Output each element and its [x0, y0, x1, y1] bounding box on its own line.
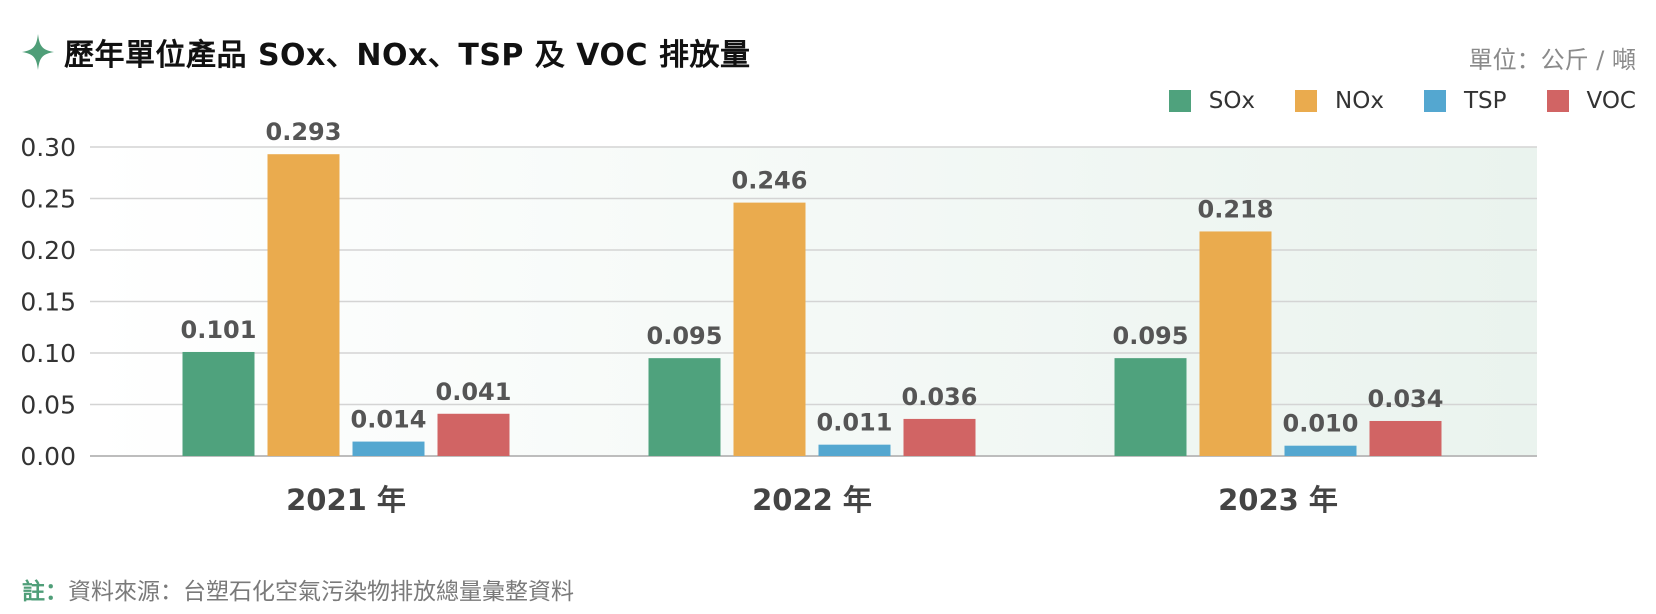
chart-legend: SOx NOx TSP VOC — [1129, 88, 1636, 114]
data-label: 0.218 — [1198, 195, 1274, 223]
legend-label: SOx — [1208, 88, 1256, 114]
legend-item-nox: NOx — [1295, 88, 1384, 114]
four-point-star-icon — [22, 34, 54, 70]
y-tick-label: 0.05 — [20, 391, 76, 420]
bar-tsp — [352, 441, 425, 456]
bar-tsp — [818, 444, 891, 456]
legend-swatch — [1168, 90, 1191, 112]
bar-sox — [648, 358, 721, 456]
y-tick-label: 0.20 — [20, 236, 76, 265]
bar-voc — [437, 413, 510, 456]
data-label: 0.095 — [1113, 322, 1189, 350]
legend-item-sox: SOx — [1168, 88, 1256, 114]
footnote-text: 資料來源：台塑石化空氣污染物排放總量彙整資料 — [68, 579, 574, 605]
legend-swatch — [1423, 90, 1446, 112]
legend-swatch — [1546, 90, 1569, 112]
x-tick-label: 2021 年 — [286, 483, 406, 517]
y-tick-label: 0.25 — [20, 185, 76, 214]
y-tick-label: 0.10 — [20, 339, 76, 368]
bar-sox — [1114, 358, 1187, 456]
y-tick-label: 0.30 — [20, 133, 76, 162]
data-label: 0.246 — [732, 167, 808, 195]
bar-chart: 0.00 0.05 0.10 0.15 0.20 0.25 0.30 0.101 0.293 0.… — [20, 118, 1537, 517]
bar-voc — [903, 418, 976, 456]
data-label: 0.041 — [436, 378, 512, 406]
unit-label: 單位：公斤 / 噸 — [1468, 46, 1636, 74]
data-label: 0.014 — [351, 406, 427, 434]
x-tick-label: 2023 年 — [1218, 483, 1338, 517]
y-tick-label: 0.15 — [20, 288, 76, 317]
data-label: 0.011 — [817, 409, 893, 437]
y-tick-label: 0.00 — [20, 442, 76, 471]
bar-voc — [1369, 420, 1442, 456]
bar-nox — [733, 202, 806, 456]
legend-item-voc: VOC — [1546, 88, 1637, 114]
source-footnote: 註：資料來源：台塑石化空氣污染物排放總量彙整資料 — [22, 572, 574, 606]
footnote-prefix: 註： — [22, 579, 68, 605]
data-label: 0.034 — [1368, 385, 1444, 413]
bar-tsp — [1284, 445, 1357, 456]
chart-title: 歷年單位產品 SOx、NOx、TSP 及 VOC 排放量 — [64, 38, 751, 73]
x-tick-label: 2022 年 — [752, 483, 872, 517]
data-label: 0.293 — [266, 118, 342, 146]
bar-nox — [267, 154, 340, 456]
bar-sox — [182, 351, 255, 456]
data-label: 0.010 — [1283, 410, 1359, 438]
legend-label: NOx — [1335, 88, 1384, 114]
legend-item-tsp: TSP — [1423, 88, 1507, 114]
data-label: 0.036 — [902, 383, 978, 411]
legend-label: VOC — [1586, 88, 1637, 114]
chart-title-row: 歷年單位產品 SOx、NOx、TSP 及 VOC 排放量 — [20, 30, 750, 74]
bar-nox — [1199, 231, 1272, 456]
legend-swatch — [1295, 90, 1318, 112]
legend-label: TSP — [1463, 88, 1507, 114]
data-label: 0.101 — [181, 316, 257, 344]
data-label: 0.095 — [647, 322, 723, 350]
